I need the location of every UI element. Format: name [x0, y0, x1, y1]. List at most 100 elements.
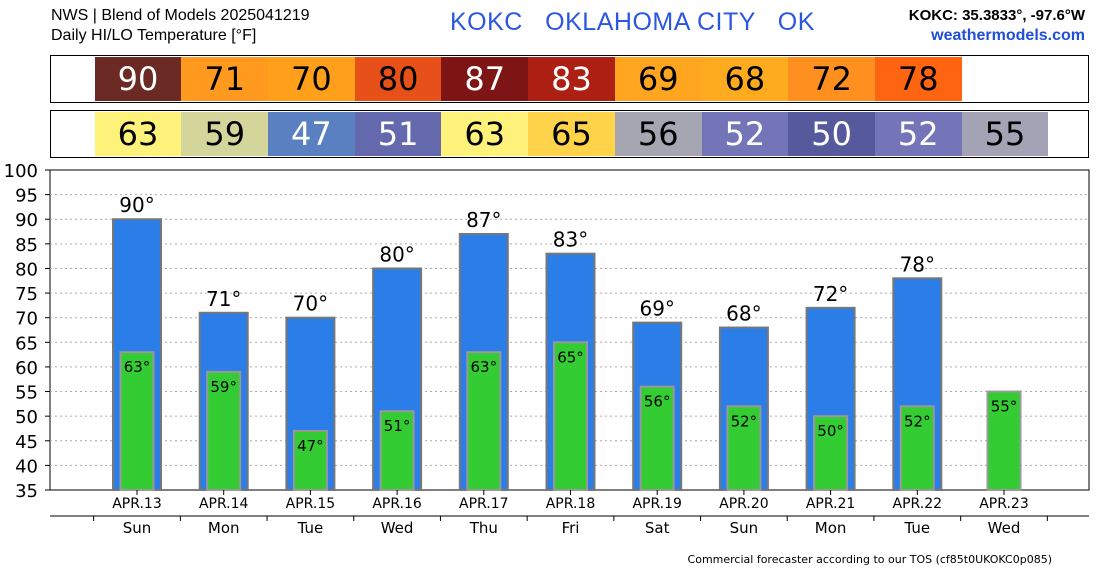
high-temp-cell: 90	[94, 57, 182, 101]
high-temp-bar	[198, 311, 249, 491]
x-weekday-label: Tue	[903, 519, 930, 537]
high-temp-cell: 83	[528, 57, 615, 101]
y-tick-label: 65	[15, 333, 38, 354]
high-temp-cell: 69	[614, 57, 702, 101]
low-temp-cell: 65	[528, 112, 615, 156]
website-link[interactable]: weathermodels.com	[931, 27, 1085, 44]
low-temp-label: 50°	[817, 422, 844, 440]
low-temp-cell: 52	[701, 112, 789, 156]
low-temp-bar	[119, 351, 155, 491]
high-temp-bar	[112, 218, 162, 491]
high-temp-label: 68°	[726, 302, 761, 326]
x-weekday-label: Fri	[562, 519, 580, 537]
low-temp-cell: 55	[961, 112, 1049, 156]
high-temp-cell: 68	[701, 57, 789, 101]
x-date-label: APR.20	[719, 496, 769, 512]
low-temp-cell: 50	[788, 112, 875, 156]
high-temp-cell: 70	[268, 57, 355, 101]
x-date-label: APR.18	[546, 496, 596, 512]
x-date-label: APR.19	[632, 496, 682, 512]
x-date-label: APR.21	[806, 496, 856, 512]
y-tick-label: 60	[15, 358, 38, 379]
low-temp-cell: 52	[874, 112, 962, 156]
high-temp-label: 87°	[466, 208, 501, 232]
low-temp-label: 52°	[731, 412, 758, 430]
high-temp-label: 90°	[119, 193, 154, 217]
high-temp-label: 83°	[553, 228, 588, 252]
x-weekday-label: Mon	[208, 519, 240, 537]
x-date-label: APR.22	[893, 496, 943, 512]
chart-header-left: NWS | Blend of Models 2025041219 Daily H…	[51, 6, 310, 46]
x-weekday-label: Wed	[988, 519, 1021, 537]
low-temp-bar	[466, 351, 502, 491]
footer-note: Commercial forecaster according to our T…	[687, 553, 1052, 566]
x-weekday-label: Tue	[297, 519, 324, 537]
high-temp-label: 70°	[293, 292, 328, 316]
y-tick-label: 85	[15, 235, 38, 256]
y-tick-label: 50	[15, 407, 38, 428]
y-tick-label: 45	[15, 432, 38, 453]
x-date-label: APR.14	[199, 496, 249, 512]
y-tick-label: 55	[15, 383, 38, 404]
high-temp-bar	[545, 252, 596, 491]
y-tick-label: 75	[15, 284, 38, 305]
high-temp-bar	[372, 267, 423, 492]
x-date-label: APR.13	[112, 496, 162, 512]
low-temp-label: 47°	[297, 437, 324, 455]
y-tick-label: 70	[15, 309, 38, 330]
x-date-label: APR.17	[459, 496, 509, 512]
chart-subtitle: Daily HI/LO Temperature [°F]	[51, 27, 257, 44]
low-temp-bar	[813, 415, 849, 491]
station-coordinates: KOKC: 35.3833°, -97.6°W	[908, 7, 1085, 24]
high-temp-cell: 78	[874, 57, 962, 101]
y-tick-label: 95	[15, 186, 38, 207]
x-date-label: APR.16	[372, 496, 422, 512]
high-temp-label: 71°	[206, 287, 241, 311]
low-temp-label: 56°	[644, 393, 671, 411]
x-weekday-label: Sat	[645, 519, 670, 537]
low-temperature-strip: 63 59 47 51 63 65 56 52 50 52 55	[50, 110, 1089, 158]
x-weekday-label: Sun	[123, 519, 152, 537]
y-tick-label: 90	[15, 210, 38, 231]
model-title: NWS | Blend of Models 2025041219	[51, 7, 310, 24]
x-date-label: APR.23	[979, 496, 1029, 512]
high-temp-label: 69°	[639, 297, 674, 321]
low-temp-cell: 51	[354, 112, 442, 156]
low-temp-label: 59°	[210, 378, 237, 396]
high-temp-bar	[458, 233, 509, 491]
low-temp-label: 63°	[124, 358, 151, 376]
y-tick-label: 100	[4, 161, 38, 182]
x-weekday-label: Thu	[469, 519, 498, 537]
low-temp-bar	[553, 341, 588, 491]
y-tick-label: 80	[15, 259, 38, 280]
high-temp-bar	[285, 316, 336, 492]
low-temp-cell: 63	[94, 112, 182, 156]
high-temp-bar	[892, 277, 943, 491]
low-temp-label: 52°	[904, 412, 931, 430]
high-temp-cell: 71	[181, 57, 269, 101]
y-tick-label: 40	[15, 456, 38, 477]
high-temp-label: 72°	[813, 282, 848, 306]
low-temp-cell: 56	[614, 112, 702, 156]
x-weekday-label: Mon	[815, 519, 847, 537]
high-temp-cell: 80	[354, 57, 442, 101]
x-weekday-label: Wed	[381, 519, 414, 537]
low-temp-bar	[986, 390, 1022, 491]
low-temp-label: 55°	[991, 398, 1018, 416]
x-date-label: APR.15	[286, 496, 336, 512]
chart-header-right: KOKC: 35.3833°, -97.6°W weathermodels.co…	[909, 6, 1085, 46]
high-temp-label: 80°	[379, 242, 414, 266]
low-temp-label: 51°	[384, 417, 411, 435]
high-temp-bar	[632, 321, 683, 491]
low-temp-cell: 59	[181, 112, 269, 156]
plot-area	[49, 169, 1090, 491]
low-temp-bar	[899, 405, 935, 491]
low-temp-bar	[726, 405, 762, 491]
high-temp-cell: 72	[788, 57, 875, 101]
station-title: KOKC OKLAHOMA CITY OK	[450, 8, 815, 36]
high-temp-bar	[718, 326, 769, 491]
low-temp-bar	[639, 385, 675, 491]
low-temp-bar	[206, 370, 242, 492]
x-weekday-label: Sun	[730, 519, 759, 537]
low-temp-label: 63°	[471, 358, 498, 376]
